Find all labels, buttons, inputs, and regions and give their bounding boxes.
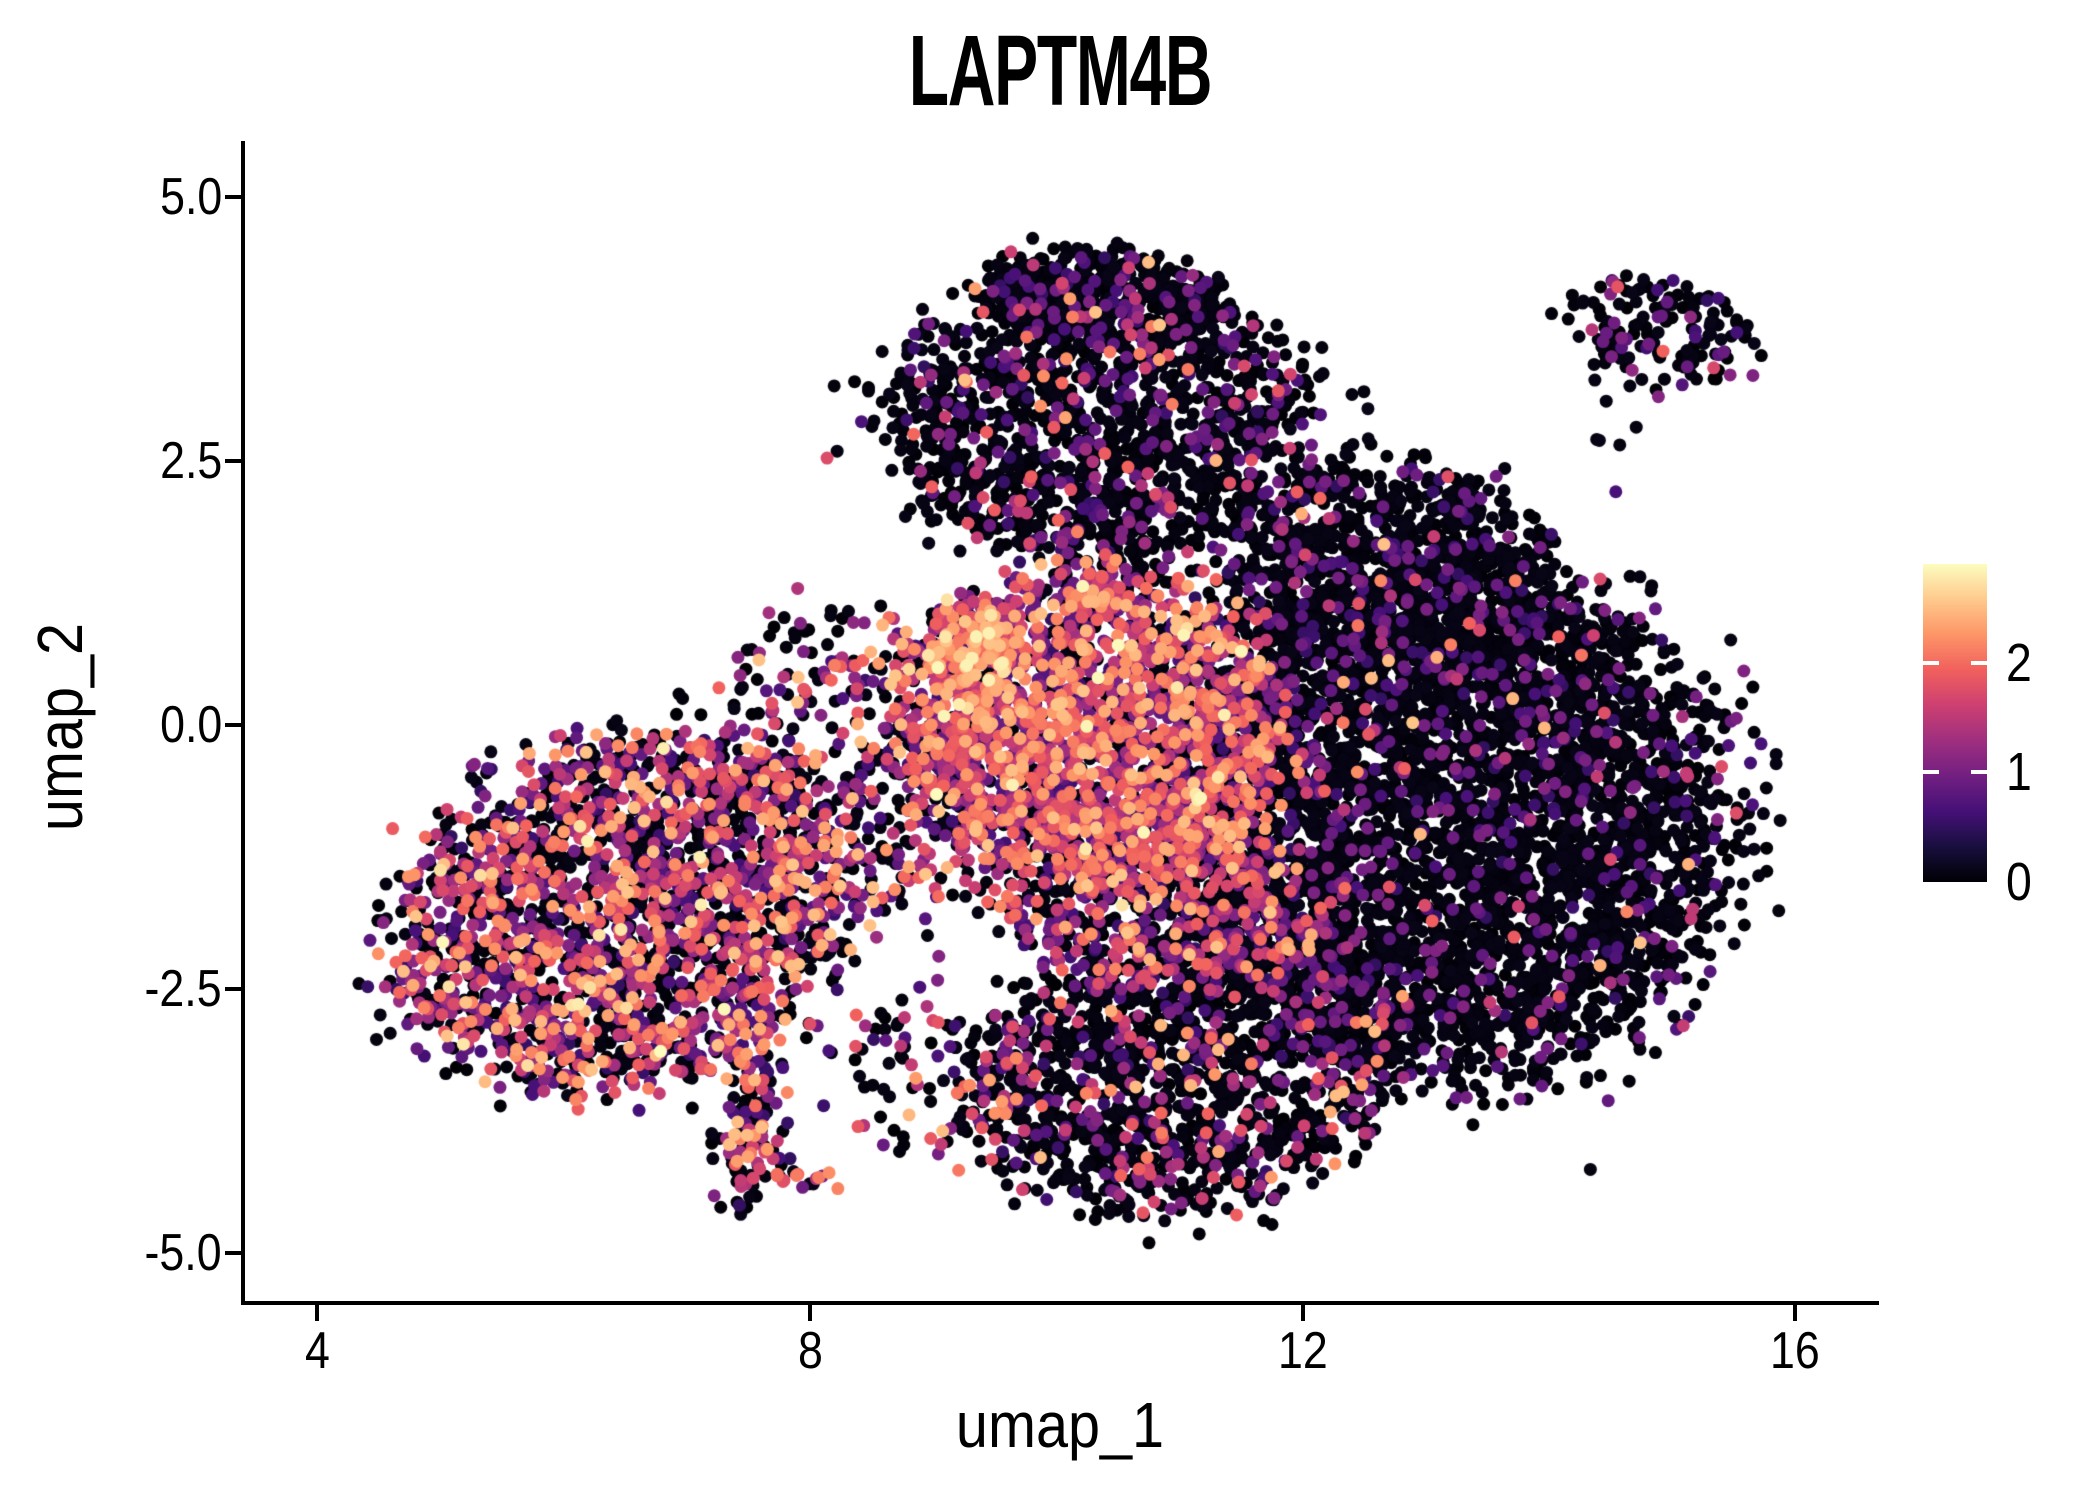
colorbar-tick-mark [1971, 770, 1987, 775]
colorbar-tick-mark [1923, 770, 1939, 775]
y-tick-label: 0.0 [159, 696, 222, 754]
x-tick-mark [1793, 1305, 1797, 1321]
plot-title: LAPTM4B [908, 15, 1213, 127]
y-tick-label: 5.0 [159, 168, 222, 226]
colorbar-tick-label: 2 [2006, 632, 2032, 693]
y-tick-mark [225, 1251, 241, 1255]
colorbar-tick-mark [1923, 660, 1939, 665]
x-tick-label: 8 [797, 1322, 823, 1380]
x-axis-title: umap_1 [955, 1389, 1165, 1461]
y-tick-mark [225, 987, 241, 991]
y-axis-title: umap_2 [24, 622, 96, 832]
colorbar-gradient [1923, 564, 1987, 882]
y-tick-label: -2.5 [144, 960, 222, 1018]
x-tick-label: 4 [304, 1322, 330, 1380]
x-axis-line [241, 1301, 1879, 1305]
x-tick-mark [808, 1305, 812, 1321]
y-tick-mark [225, 723, 241, 727]
x-tick-label: 12 [1278, 1322, 1328, 1380]
y-tick-label: 2.5 [159, 432, 222, 490]
y-tick-mark [225, 459, 241, 463]
colorbar-tick-mark [1971, 660, 1987, 665]
colorbar-tick-label: 0 [2006, 852, 2032, 912]
y-tick-label: -5.0 [144, 1224, 222, 1282]
x-tick-mark [1301, 1305, 1305, 1321]
y-axis-line [241, 141, 245, 1305]
y-tick-mark [225, 195, 241, 199]
x-tick-label: 16 [1770, 1322, 1820, 1380]
colorbar-legend [1923, 564, 1987, 882]
colorbar-tick-label: 1 [2006, 742, 2032, 803]
x-tick-mark [315, 1305, 319, 1321]
